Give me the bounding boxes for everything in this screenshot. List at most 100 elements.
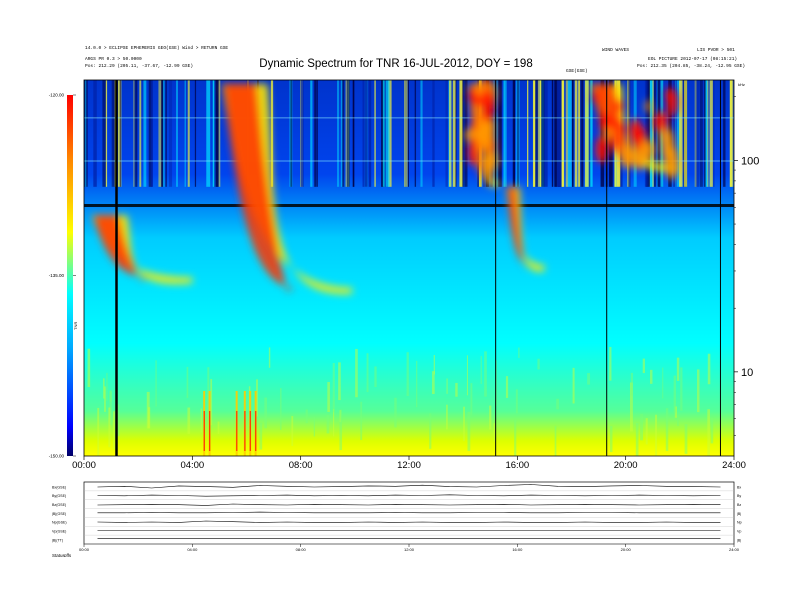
stripe xyxy=(93,80,97,187)
colorbar-axis: -120.00 -135.00 -150.00 xyxy=(49,93,76,459)
stripe xyxy=(168,80,173,187)
lowband-streak xyxy=(210,379,213,426)
stripe xyxy=(136,80,138,187)
lowband-streak xyxy=(155,360,157,407)
lowband-streak xyxy=(684,424,688,454)
burst-patch xyxy=(664,145,679,180)
lowband-streak xyxy=(629,382,633,432)
header-info-right-3: EOL PICTURE 2012-07-17 (08:15:21) xyxy=(648,57,738,62)
footer-label-offs: offs xyxy=(64,553,72,558)
stripe xyxy=(459,80,463,187)
lowband-streak xyxy=(707,409,710,456)
burst-patch xyxy=(479,88,496,122)
x-tick-label: 24:00 xyxy=(722,460,746,471)
stack-x-tick-label: 12:00 xyxy=(404,547,415,552)
lowband-streak xyxy=(147,407,151,429)
lowband-streak xyxy=(339,409,343,451)
stripe xyxy=(600,80,605,187)
lowband-streak xyxy=(572,367,575,404)
header-info-left-3: Pos: 212.29 (205.11, -37.67, -12.99 GSE) xyxy=(85,64,194,69)
stack-series-label: Vp(GSE) xyxy=(52,530,66,534)
stripe xyxy=(723,80,726,187)
low-band-emission xyxy=(87,346,734,456)
stripe xyxy=(340,80,343,187)
lowband-streak xyxy=(103,378,105,399)
stripe xyxy=(703,80,706,187)
burst-core xyxy=(507,186,528,270)
stripe xyxy=(314,80,317,187)
stripe xyxy=(551,80,554,187)
stripe xyxy=(368,80,372,187)
stripe xyxy=(704,80,708,187)
burst-core xyxy=(591,83,640,170)
stripe xyxy=(554,80,557,187)
stripe xyxy=(290,80,293,187)
stripe xyxy=(673,80,676,187)
stripe xyxy=(270,80,274,187)
stripe xyxy=(561,80,565,187)
lowband-streak xyxy=(655,414,658,456)
lowband-streak xyxy=(556,398,559,410)
lowband-streak xyxy=(113,411,116,450)
x-tick-label: 20:00 xyxy=(614,460,638,471)
lowband-streak xyxy=(332,362,335,413)
receiver-band-edge xyxy=(84,204,734,207)
burst-patch xyxy=(619,121,626,147)
stripe xyxy=(215,80,219,187)
stripe xyxy=(176,80,178,187)
stripe xyxy=(404,80,408,187)
stripe xyxy=(679,80,683,187)
stripe xyxy=(541,80,545,187)
burst-patch xyxy=(485,149,494,185)
header-info-right-2: LIS PVDR > 501 xyxy=(697,48,735,53)
stack-series-label: |B|(TT) xyxy=(52,538,63,542)
stripe xyxy=(407,80,409,187)
lowband-streak xyxy=(677,415,679,427)
lowband-streak xyxy=(186,366,189,398)
lowband-streak xyxy=(470,383,473,416)
lowband-streak xyxy=(514,419,517,456)
lowband-spike-core xyxy=(203,411,205,451)
burst-patch xyxy=(599,112,611,131)
stack-right-label: |B| xyxy=(737,538,741,542)
stripe xyxy=(699,80,703,187)
lowband-streak xyxy=(429,413,432,449)
stripe xyxy=(544,80,548,187)
stripe xyxy=(118,80,122,187)
burst-patch xyxy=(480,117,495,152)
colorbar-label: TNR xyxy=(73,322,78,330)
colorbar-tick-label: -135.00 xyxy=(49,273,65,278)
lowband-streak xyxy=(467,411,471,451)
stripe xyxy=(337,80,340,187)
lowband-streak xyxy=(680,367,683,411)
burst-patch xyxy=(629,118,642,146)
lowband-streak xyxy=(109,391,112,402)
stripe xyxy=(707,80,709,187)
stack-x-tick-label: 08:00 xyxy=(296,547,307,552)
lowband-spike-core xyxy=(249,411,251,451)
stripe xyxy=(539,80,542,187)
band-line xyxy=(84,117,734,119)
lowband-streak xyxy=(662,367,664,399)
stack-right-label: Bz xyxy=(737,503,741,507)
lowband-streak xyxy=(587,373,591,385)
lowband-streak xyxy=(106,372,108,402)
chart-title: Dynamic Spectrum for TNR 16-JUL-2012, DO… xyxy=(259,58,533,70)
stack-x-tick-label: 24:00 xyxy=(729,547,740,552)
stripe xyxy=(158,80,162,187)
stripe xyxy=(414,80,417,187)
burst-patch xyxy=(619,140,633,169)
stack-right-label: |B| xyxy=(737,512,741,516)
lowband-streak xyxy=(707,353,711,385)
lowband-streak xyxy=(305,409,308,424)
stripe xyxy=(420,80,423,187)
lowband-streak xyxy=(332,409,335,437)
stripe xyxy=(588,80,591,187)
stripe xyxy=(584,80,589,187)
lowband-streak xyxy=(676,357,680,381)
lowband-streak xyxy=(338,362,341,401)
stripe xyxy=(300,80,304,187)
header-info-left-1: 14.0.0 > ECLIPSE EPHEMERIS GEO(GSE) Wind… xyxy=(85,46,229,51)
lowband-streak xyxy=(108,407,111,448)
stripe xyxy=(105,80,108,187)
